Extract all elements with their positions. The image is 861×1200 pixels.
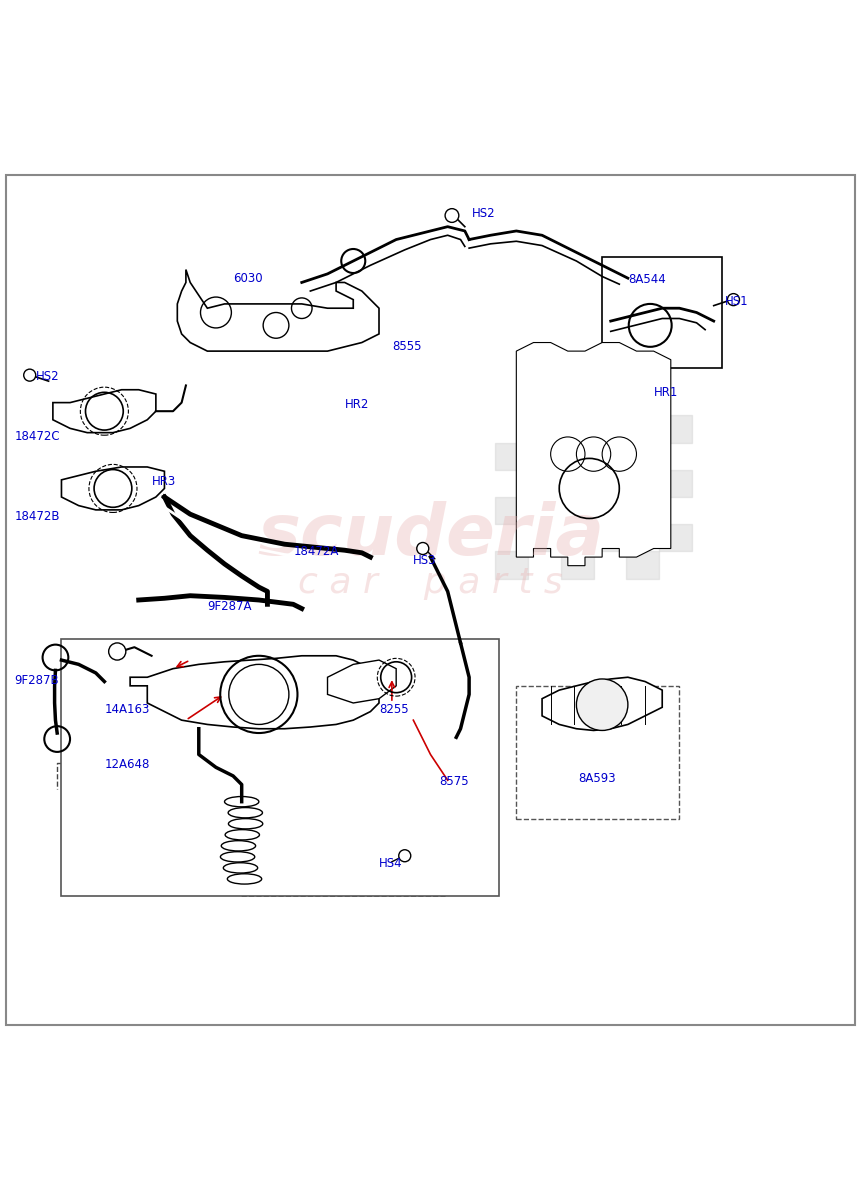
Polygon shape xyxy=(130,655,379,728)
Bar xyxy=(627,551,660,578)
Text: HS1: HS1 xyxy=(725,295,748,308)
Text: HS3: HS3 xyxy=(413,554,437,568)
Text: HS2: HS2 xyxy=(35,371,59,383)
Bar xyxy=(561,443,593,470)
Circle shape xyxy=(417,542,429,554)
Text: HR1: HR1 xyxy=(653,386,678,398)
Text: 14A163: 14A163 xyxy=(104,703,150,716)
Bar xyxy=(593,415,627,443)
Bar xyxy=(528,415,561,443)
Polygon shape xyxy=(53,390,156,433)
Text: 6030: 6030 xyxy=(233,271,263,284)
Text: 8A544: 8A544 xyxy=(628,272,666,286)
Text: 8555: 8555 xyxy=(392,341,421,353)
Circle shape xyxy=(728,294,740,306)
Bar xyxy=(593,524,627,551)
Text: 9F287A: 9F287A xyxy=(208,600,252,613)
Text: 8575: 8575 xyxy=(439,775,468,788)
Text: c a r    p a r t s: c a r p a r t s xyxy=(298,566,563,600)
Text: 18472A: 18472A xyxy=(294,545,338,558)
Bar xyxy=(495,497,528,524)
Polygon shape xyxy=(517,342,671,565)
Text: scuderia: scuderia xyxy=(257,502,604,570)
Circle shape xyxy=(399,850,411,862)
Text: HR3: HR3 xyxy=(152,475,176,488)
Bar xyxy=(528,470,561,497)
Text: 18472B: 18472B xyxy=(15,510,59,523)
Bar xyxy=(61,638,499,896)
Text: 18472C: 18472C xyxy=(15,431,60,444)
Text: 9F287B: 9F287B xyxy=(15,674,59,688)
Text: 8A593: 8A593 xyxy=(578,772,616,785)
Text: HS2: HS2 xyxy=(472,208,495,221)
Bar xyxy=(528,524,561,551)
Bar xyxy=(593,470,627,497)
Text: HS4: HS4 xyxy=(379,857,403,870)
Polygon shape xyxy=(177,270,379,352)
Text: HR2: HR2 xyxy=(344,398,369,410)
Polygon shape xyxy=(542,677,662,731)
Bar xyxy=(561,551,593,578)
Bar xyxy=(660,415,692,443)
Bar xyxy=(602,257,722,368)
Bar xyxy=(495,443,528,470)
Bar xyxy=(561,497,593,524)
Bar xyxy=(627,443,660,470)
Text: 12A648: 12A648 xyxy=(104,758,150,772)
Polygon shape xyxy=(61,467,164,510)
Text: 8255: 8255 xyxy=(379,703,409,716)
Circle shape xyxy=(576,679,628,731)
Circle shape xyxy=(108,643,126,660)
Bar xyxy=(660,524,692,551)
Circle shape xyxy=(24,370,35,382)
Polygon shape xyxy=(327,660,396,703)
Bar xyxy=(660,470,692,497)
Bar xyxy=(627,497,660,524)
Bar xyxy=(495,551,528,578)
Bar xyxy=(517,686,679,818)
Circle shape xyxy=(445,209,459,222)
